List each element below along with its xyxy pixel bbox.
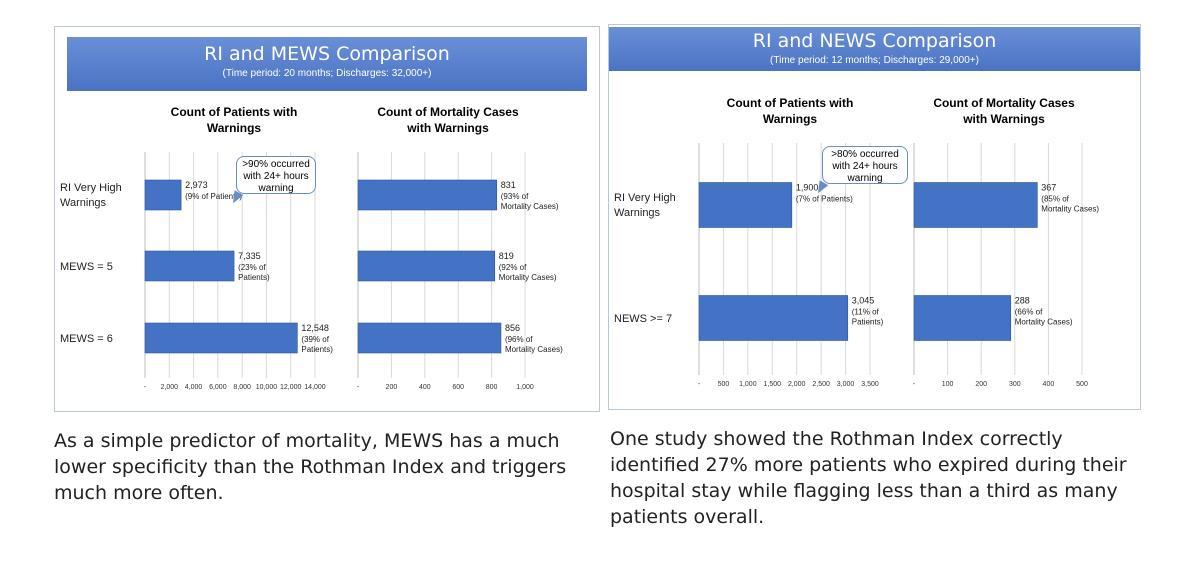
- data-annotation: (39% of Patients): [301, 335, 333, 354]
- chart-title: Count of Patients with Warnings: [171, 105, 298, 135]
- data-annotation: (85% of Mortality Cases): [1041, 195, 1099, 214]
- callout-mews: >90% occurred with 24+ hours warning: [236, 156, 316, 194]
- chart-title: Count of Mortality Cases with Warnings: [933, 96, 1075, 126]
- data-label: 1,900: [796, 183, 819, 193]
- x-tick-label: 3,000: [837, 381, 855, 388]
- category-label: MEWS = 6: [60, 333, 113, 345]
- data-label: 2,973: [185, 180, 208, 190]
- bar: [913, 295, 1012, 341]
- x-tick-label: 8,000: [233, 384, 251, 391]
- data-label: 367: [1041, 183, 1056, 193]
- data-annotation: (23% of Patients): [238, 263, 270, 282]
- data-annotation: (9% of Patients): [185, 192, 242, 201]
- x-tick-label: 800: [486, 384, 498, 391]
- data-label: 831: [501, 180, 516, 190]
- category-label: NEWS >= 7: [614, 313, 672, 325]
- x-tick-label: -: [698, 381, 701, 388]
- x-tick-label: 4,000: [185, 384, 203, 391]
- x-tick-label: 2,000: [161, 384, 179, 391]
- x-tick-label: -: [357, 384, 360, 391]
- callout-text: >80% occurred with 24+ hours warning: [831, 149, 899, 184]
- x-tick-label: -: [144, 384, 147, 391]
- data-annotation: (93% of Mortality Cases): [501, 192, 559, 211]
- x-tick-label: 2,500: [812, 381, 830, 388]
- caption-left: As a simple predictor of mortality, MEWS…: [54, 430, 567, 504]
- panel-header: RI and MEWS Comparison (Time period: 20 …: [67, 37, 587, 91]
- x-tick-label: 300: [1009, 381, 1021, 388]
- x-tick-label: -: [913, 381, 916, 388]
- x-tick-label: 3,500: [861, 381, 879, 388]
- caption-right: One study showed the Rothman Index corre…: [610, 428, 1127, 528]
- data-annotation: (7% of Patients): [796, 195, 853, 204]
- panel-subtitle: (Time period: 12 months; Discharges: 29,…: [770, 55, 979, 66]
- x-tick-label: 100: [942, 381, 954, 388]
- x-tick-label: 200: [975, 381, 987, 388]
- bar: [357, 322, 502, 354]
- panel-title: RI and NEWS Comparison: [752, 30, 997, 52]
- x-tick-label: 6,000: [209, 384, 227, 391]
- bar: [698, 182, 793, 228]
- x-tick-label: 500: [718, 381, 730, 388]
- callout-news: >80% occurred with 24+ hours warning: [822, 146, 908, 184]
- x-tick-label: 200: [386, 384, 398, 391]
- category-label: RI Very High Warnings: [614, 192, 676, 219]
- data-annotation: (96% of Mortality Cases): [505, 335, 563, 354]
- chart-title: Count of Patients with Warnings: [727, 96, 854, 126]
- panel-subtitle: (Time period: 20 months; Discharges: 32,…: [222, 68, 432, 79]
- category-label: RI Very High Warnings: [60, 182, 122, 209]
- x-tick-label: 600: [452, 384, 464, 391]
- panel-title: RI and MEWS Comparison: [204, 43, 450, 65]
- data-annotation: (92% of Mortality Cases): [499, 263, 557, 282]
- data-label: 856: [505, 323, 520, 333]
- data-label: 3,045: [852, 296, 875, 306]
- bar: [357, 179, 498, 211]
- data-annotation: (11% of Patients): [852, 308, 884, 327]
- chart-title: Count of Mortality Cases with Warnings: [377, 105, 519, 135]
- category-label: MEWS = 5: [60, 261, 113, 273]
- data-annotation: (66% of Mortality Cases): [1015, 308, 1073, 327]
- bar: [144, 179, 182, 211]
- news-comparison-panel: RI and NEWS Comparison (Time period: 12 …: [608, 24, 1141, 410]
- x-tick-label: 400: [1043, 381, 1055, 388]
- bar: [357, 250, 496, 282]
- panel-header: RI and NEWS Comparison (Time period: 12 …: [609, 27, 1140, 71]
- x-tick-label: 1,000: [739, 381, 757, 388]
- x-tick-label: 1,500: [764, 381, 782, 388]
- data-label: 288: [1015, 296, 1030, 306]
- x-tick-label: 400: [419, 384, 431, 391]
- x-tick-label: 10,000: [256, 384, 278, 391]
- bar: [913, 182, 1038, 228]
- bar: [144, 250, 235, 282]
- callout-text: >90% occurred with 24+ hours warning: [242, 159, 310, 194]
- data-label: 819: [499, 251, 514, 261]
- bar: [698, 295, 849, 341]
- x-tick-label: 500: [1076, 381, 1088, 388]
- x-tick-label: 2,000: [788, 381, 806, 388]
- x-tick-label: 12,000: [280, 384, 302, 391]
- x-tick-label: 14,000: [304, 384, 326, 391]
- data-label: 12,548: [301, 323, 329, 333]
- x-tick-label: 1,000: [516, 384, 534, 391]
- bar: [144, 322, 298, 354]
- data-label: 7,335: [238, 251, 261, 261]
